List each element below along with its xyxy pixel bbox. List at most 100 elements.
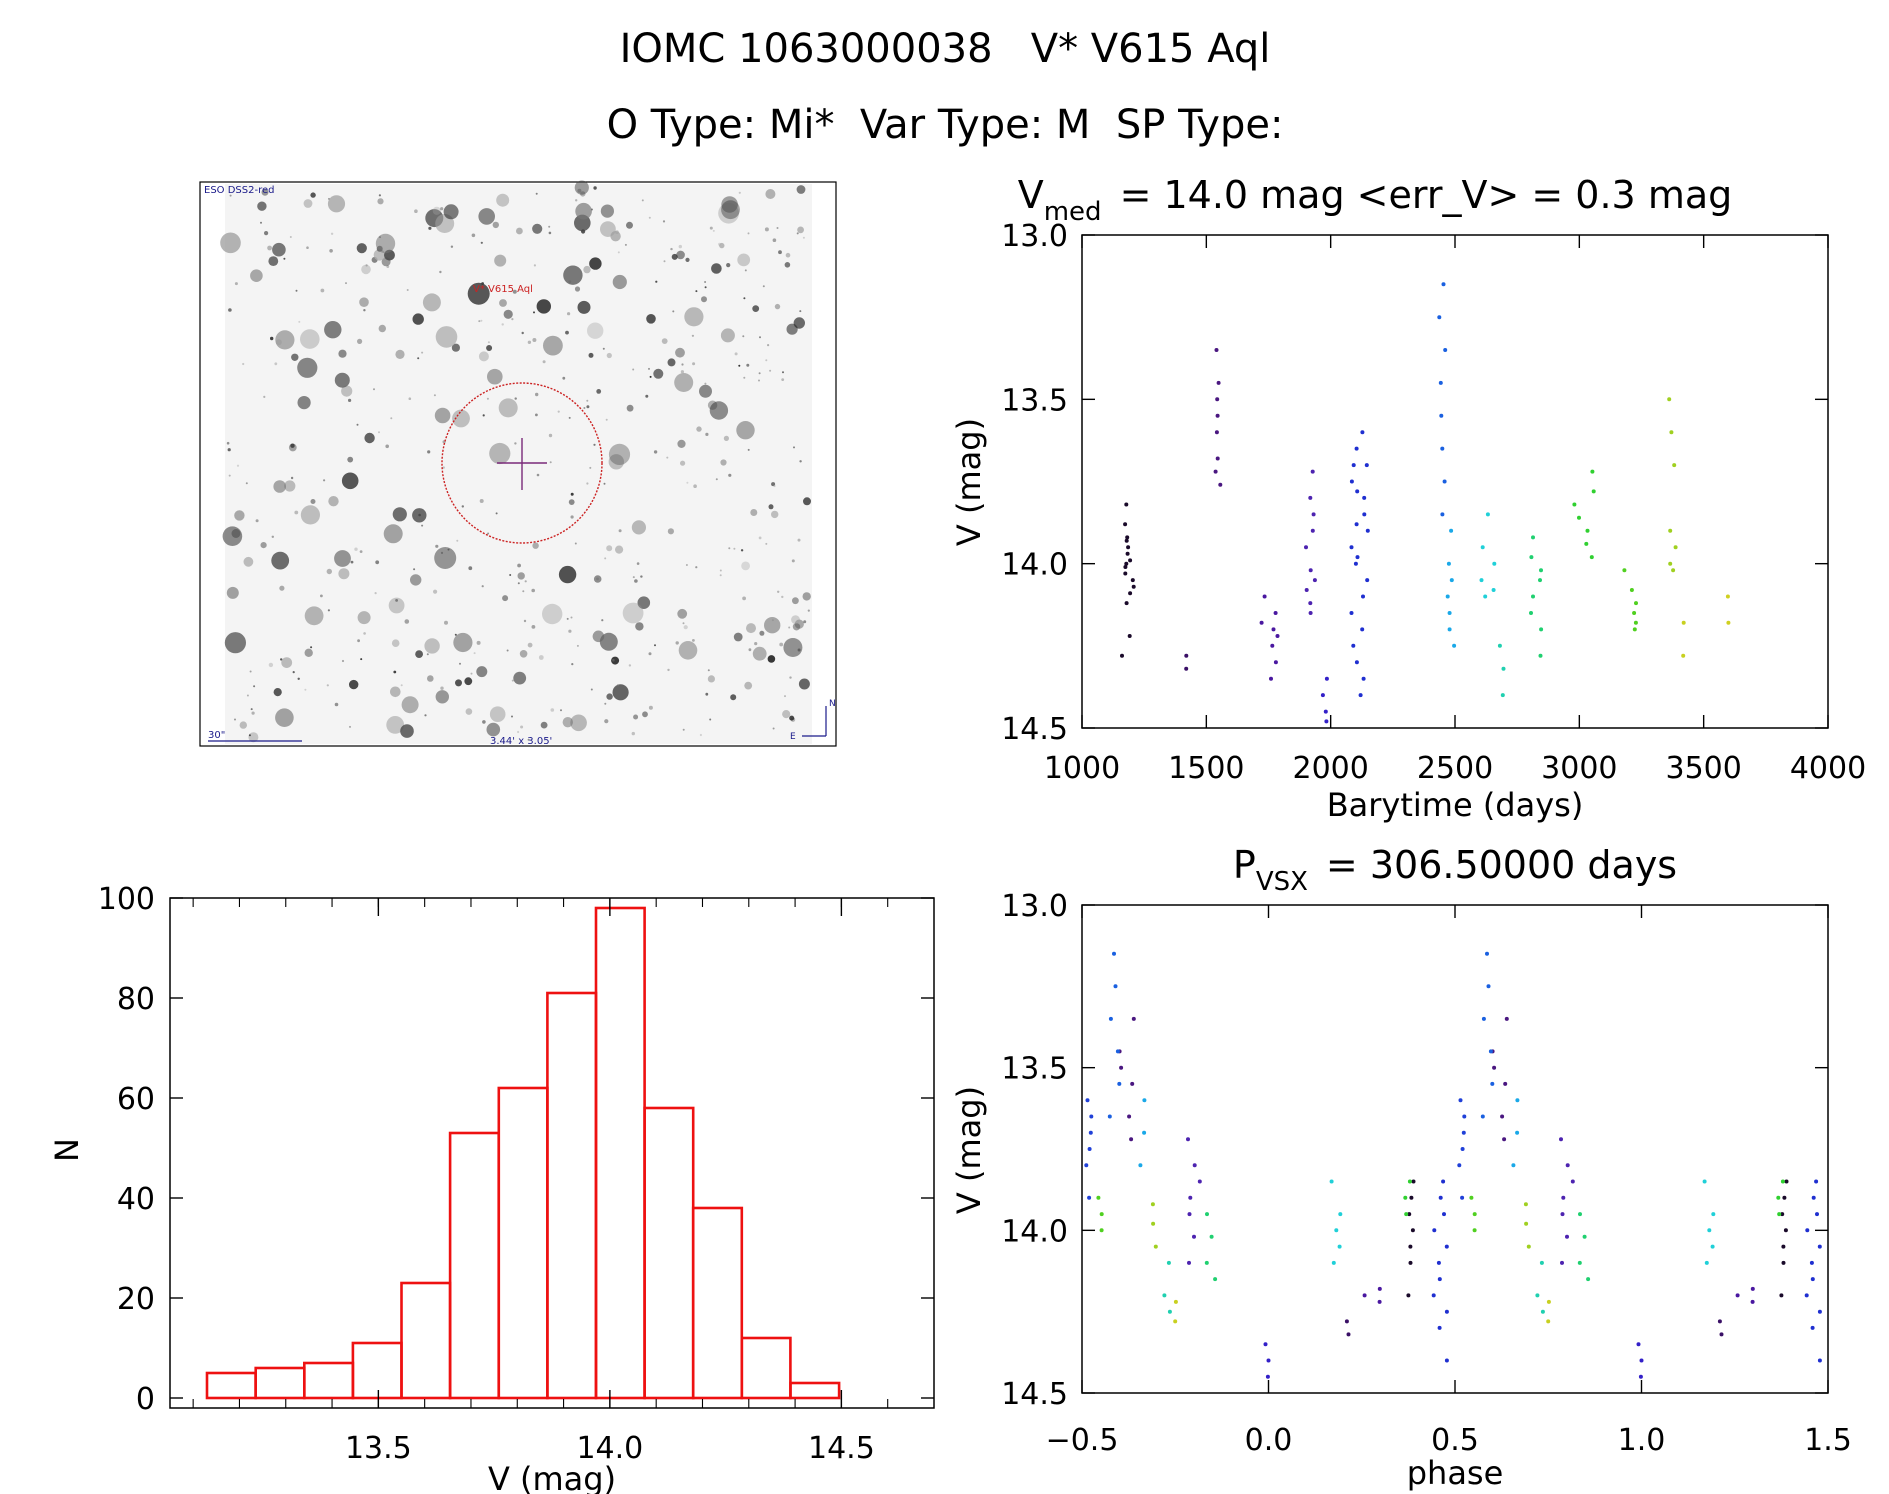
finder-star: [563, 265, 583, 285]
data-point: [1781, 1244, 1786, 1249]
finder-star: [229, 194, 232, 197]
data-point: [1099, 1212, 1104, 1217]
finder-star: [577, 300, 591, 314]
finder-star: [326, 568, 332, 575]
finder-star: [635, 622, 644, 631]
finder-star: [548, 225, 551, 228]
finder-star: [784, 695, 786, 698]
finder-star: [774, 303, 781, 310]
finder-star: [487, 341, 490, 344]
histogram-panel: 13.5 14.0 14.5 0 20 40 60 80 100 V (mag) N: [48, 882, 935, 1494]
finder-star: [655, 280, 658, 283]
finder-star: [711, 263, 722, 274]
data-point: [1124, 561, 1129, 566]
finder-star: [778, 250, 782, 255]
finder-star: [496, 193, 510, 207]
finder-star: [674, 373, 694, 392]
data-point: [1589, 555, 1594, 560]
finder-star: [467, 282, 490, 305]
data-point: [1462, 1114, 1467, 1119]
finder-star: [356, 423, 359, 426]
data-point: [1572, 502, 1577, 507]
finder-star: [750, 509, 758, 516]
finder-star: [692, 362, 696, 366]
finder-chart: ESO DSS2-red V* V615 Aql 30" 3.44' x 3.0…: [199, 180, 837, 747]
data-point: [1197, 1179, 1202, 1184]
finder-star: [480, 241, 483, 244]
finder-star: [636, 562, 640, 565]
finder-star-field: [220, 180, 812, 744]
data-point: [1440, 512, 1445, 517]
finder-star: [661, 338, 668, 344]
finder-star: [633, 714, 639, 720]
finder-star: [721, 196, 738, 213]
finder-star: [516, 227, 523, 235]
finder-star: [606, 545, 613, 552]
finder-star: [699, 384, 712, 398]
data-point: [1273, 660, 1278, 665]
data-point: [1354, 446, 1359, 451]
data-point: [1323, 709, 1328, 714]
data-point: [1337, 1244, 1342, 1249]
finder-star: [608, 443, 631, 465]
histogram-bar: [448, 1131, 501, 1400]
finder-star: [785, 252, 791, 258]
finder-star: [439, 270, 442, 274]
finder-star: [228, 474, 231, 477]
finder-star: [792, 623, 801, 631]
finder-star: [570, 714, 587, 732]
finder-star: [426, 653, 429, 656]
finder-star: [386, 716, 405, 734]
finder-star: [680, 460, 686, 466]
finder-star: [400, 724, 414, 738]
finder-star: [799, 460, 802, 463]
data-point: [1119, 1065, 1124, 1070]
finder-star: [361, 264, 371, 275]
data-point: [1472, 1228, 1477, 1233]
finder-star: [624, 243, 627, 246]
finder-star: [478, 320, 481, 323]
finder-star: [737, 253, 751, 267]
data-point: [1622, 568, 1627, 573]
finder-star: [284, 480, 296, 492]
finder-star: [478, 351, 489, 362]
data-point: [1540, 1309, 1545, 1314]
finder-star: [479, 499, 484, 503]
data-point: [1205, 1212, 1209, 1217]
finder-star: [653, 450, 658, 454]
y-tick-label: 14.0: [1001, 1214, 1068, 1249]
data-point: [1355, 555, 1360, 560]
finder-star: [678, 641, 698, 660]
data-point: [1263, 1342, 1268, 1347]
finder-star: [514, 397, 517, 400]
finder-star: [455, 679, 462, 687]
finder-star: [454, 633, 457, 636]
finder-star: [685, 257, 690, 262]
data-point: [1817, 1309, 1822, 1314]
finder-target-circle: [441, 382, 603, 544]
finder-star: [562, 717, 573, 728]
data-point: [1704, 1260, 1709, 1265]
data-point: [1112, 951, 1116, 956]
finder-star: [542, 603, 563, 625]
finder-star: [486, 722, 501, 737]
data-point: [1127, 1114, 1132, 1119]
finder-star: [568, 499, 575, 505]
data-point: [1214, 430, 1219, 435]
finder-star: [461, 505, 464, 508]
data-point: [1814, 1179, 1819, 1184]
finder-star: [649, 375, 652, 378]
data-point: [1128, 591, 1133, 596]
finder-star: [562, 376, 566, 380]
data-point: [1129, 1137, 1134, 1142]
finder-star: [611, 656, 620, 665]
lightcurve-title: Vmed = 14.0 mag <err_V> = 0.3 mag: [1018, 173, 1733, 227]
finder-star: [304, 648, 313, 657]
finder-star: [427, 675, 434, 682]
data-point: [1502, 1137, 1507, 1142]
data-point: [1124, 538, 1129, 543]
data-point: [1130, 1081, 1135, 1086]
finder-star: [310, 646, 313, 649]
finder-star: [499, 299, 507, 307]
finder-star: [267, 245, 272, 251]
